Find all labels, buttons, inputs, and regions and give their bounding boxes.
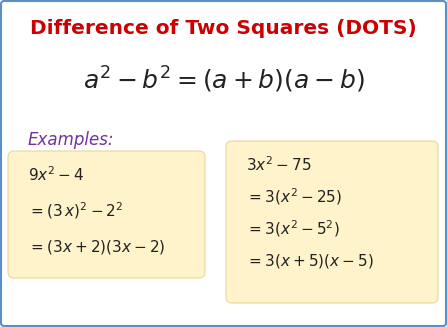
Text: $= (3x + 2)(3x - 2)$: $= (3x + 2)(3x - 2)$ bbox=[28, 238, 165, 256]
Text: $= 3(x + 5)(x - 5)$: $= 3(x + 5)(x - 5)$ bbox=[246, 252, 374, 270]
Text: $9x^{2} - 4$: $9x^{2} - 4$ bbox=[28, 166, 84, 184]
Text: $3x^{2} - 75$: $3x^{2} - 75$ bbox=[246, 156, 312, 174]
FancyBboxPatch shape bbox=[226, 141, 438, 303]
Text: $= 3(x^{2} - 25)$: $= 3(x^{2} - 25)$ bbox=[246, 187, 342, 207]
FancyBboxPatch shape bbox=[8, 151, 205, 278]
Text: $= 3(x^{2} - 5^{2})$: $= 3(x^{2} - 5^{2})$ bbox=[246, 219, 340, 239]
Text: Examples:: Examples: bbox=[28, 131, 114, 149]
Text: $= (3\,x)^{2} - 2^{2}$: $= (3\,x)^{2} - 2^{2}$ bbox=[28, 201, 123, 221]
Text: Difference of Two Squares (DOTS): Difference of Two Squares (DOTS) bbox=[30, 19, 417, 38]
Text: $a^{2} - b^{2} = (a + b)(a - b)$: $a^{2} - b^{2} = (a + b)(a - b)$ bbox=[83, 65, 364, 95]
